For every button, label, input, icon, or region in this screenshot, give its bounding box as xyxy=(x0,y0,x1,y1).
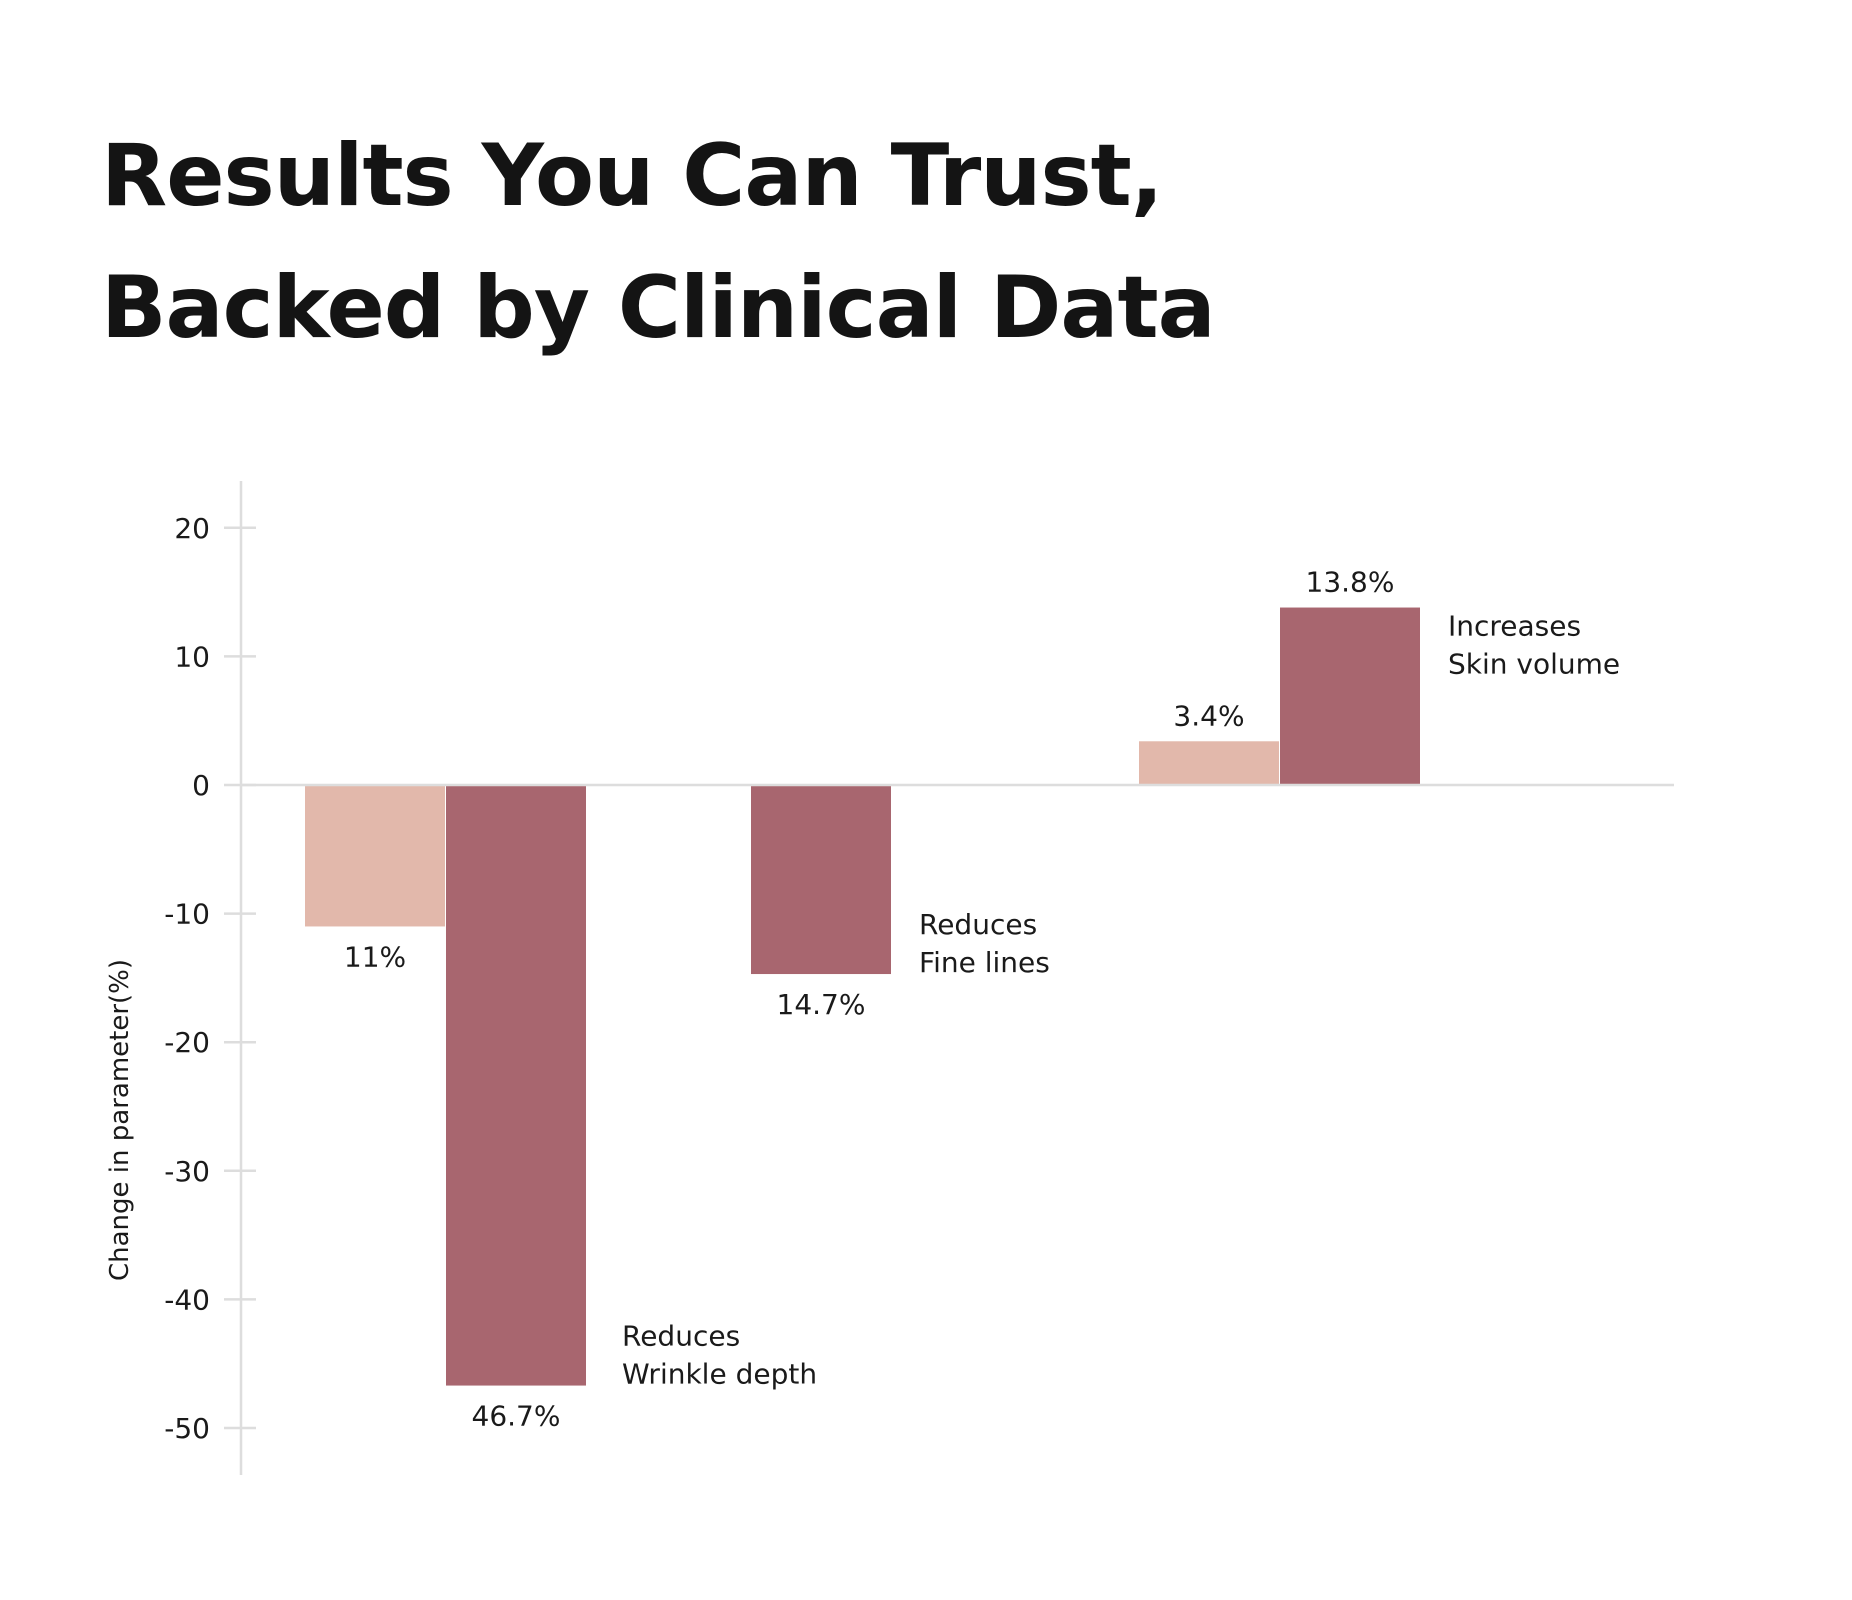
bar-value-label: 13.8% xyxy=(1306,566,1395,599)
y-tick-label: 10 xyxy=(174,640,210,673)
y-tick-label: 0 xyxy=(192,769,210,802)
category-label: Wrinkle depth xyxy=(622,1358,817,1391)
category-label: Increases xyxy=(1448,610,1581,643)
bar-dark xyxy=(1280,607,1420,785)
bar-value-label: 3.4% xyxy=(1173,699,1244,732)
bar-dark xyxy=(751,785,891,975)
y-tick-label: -40 xyxy=(164,1283,210,1316)
y-tick-label: -50 xyxy=(164,1412,210,1445)
category-label: Reduces xyxy=(622,1320,740,1353)
bar-value-label: 11% xyxy=(344,940,406,973)
y-tick-label: -20 xyxy=(164,1026,210,1059)
y-axis-label: Change in parameter(%) xyxy=(105,959,135,1281)
bar-value-label: 14.7% xyxy=(777,988,866,1021)
bar-value-label: 46.7% xyxy=(472,1400,561,1433)
bar-dark xyxy=(446,785,586,1386)
bar-light xyxy=(305,785,445,927)
category-label: Fine lines xyxy=(919,946,1050,979)
y-tick-label: -10 xyxy=(164,898,210,931)
y-tick-label: -30 xyxy=(164,1155,210,1188)
category-label: Skin volume xyxy=(1448,648,1620,681)
y-tick-label: 20 xyxy=(174,512,210,545)
page-title: Results You Can Trust, Backed by Clinica… xyxy=(101,110,1216,374)
title-line-1: Results You Can Trust, xyxy=(101,126,1163,226)
category-label: Reduces xyxy=(919,908,1037,941)
bar-light xyxy=(1139,741,1279,785)
title-line-2: Backed by Clinical Data xyxy=(101,258,1216,358)
